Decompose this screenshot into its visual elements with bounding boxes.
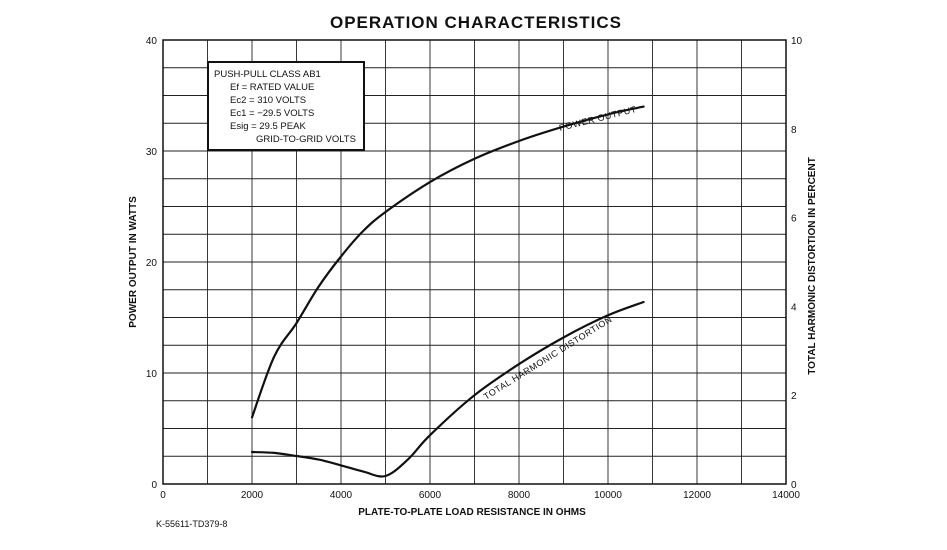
y-tick-label: 0 bbox=[151, 480, 157, 491]
x-tick-label: 14000 bbox=[772, 490, 800, 501]
conditions-box: PUSH-PULL CLASS AB1 Ef = RATED VALUE Ec2… bbox=[207, 61, 365, 151]
y2-axis-ticks: 0 2 4 6 8 10 bbox=[791, 36, 803, 491]
figure-code: K-55611-TD379-8 bbox=[156, 519, 227, 529]
y-tick-label: 10 bbox=[146, 369, 158, 380]
x-axis-ticks: 0 2000 4000 6000 8000 10000 12000 14000 bbox=[160, 490, 800, 501]
x-tick-label: 10000 bbox=[594, 490, 622, 501]
y2-tick-label: 6 bbox=[791, 214, 797, 225]
y-axis-ticks: 0 10 20 30 40 bbox=[146, 36, 158, 491]
chart-title: OPERATION CHARACTERISTICS bbox=[330, 13, 622, 32]
x-tick-label: 12000 bbox=[683, 490, 711, 501]
x-tick-label: 8000 bbox=[508, 490, 531, 501]
x-tick-label: 0 bbox=[160, 490, 166, 501]
y-tick-label: 30 bbox=[146, 147, 158, 158]
y2-axis-label: TOTAL HARMONIC DISTORTION IN PERCENT bbox=[807, 157, 818, 375]
y2-tick-label: 2 bbox=[791, 391, 797, 402]
distortion-curve-label: TOTAL HARMONIC DISTORTION bbox=[482, 314, 614, 402]
power-output-line bbox=[250, 105, 645, 419]
condition-line: Esig = 29.5 PEAK bbox=[230, 121, 306, 132]
y2-tick-label: 10 bbox=[791, 36, 803, 47]
distortion-line bbox=[250, 300, 645, 478]
condition-line: Ec2 = 310 VOLTS bbox=[230, 95, 306, 106]
conditions-box-frame bbox=[207, 61, 365, 151]
condition-line: Ec1 = −29.5 VOLTS bbox=[230, 108, 314, 119]
power-output-curve-label: POWER OUTPUT bbox=[558, 104, 638, 133]
y2-tick-label: 0 bbox=[791, 480, 797, 491]
x-tick-label: 2000 bbox=[241, 490, 264, 501]
y-tick-label: 20 bbox=[146, 258, 158, 269]
y-axis-label: POWER OUTPUT IN WATTS bbox=[128, 196, 139, 328]
y2-tick-label: 8 bbox=[791, 125, 797, 136]
y-tick-label: 40 bbox=[146, 36, 158, 47]
series-group bbox=[250, 105, 645, 478]
x-tick-label: 6000 bbox=[419, 490, 442, 501]
condition-line: Ef = RATED VALUE bbox=[230, 82, 314, 93]
y2-tick-label: 4 bbox=[791, 302, 797, 313]
condition-line: GRID-TO-GRID VOLTS bbox=[256, 134, 356, 145]
x-axis-label: PLATE-TO-PLATE LOAD RESISTANCE IN OHMS bbox=[358, 507, 586, 518]
condition-line: PUSH-PULL CLASS AB1 bbox=[214, 69, 321, 80]
plot-frame bbox=[162, 39, 787, 485]
x-tick-label: 4000 bbox=[330, 490, 353, 501]
chart-grid bbox=[163, 40, 786, 484]
